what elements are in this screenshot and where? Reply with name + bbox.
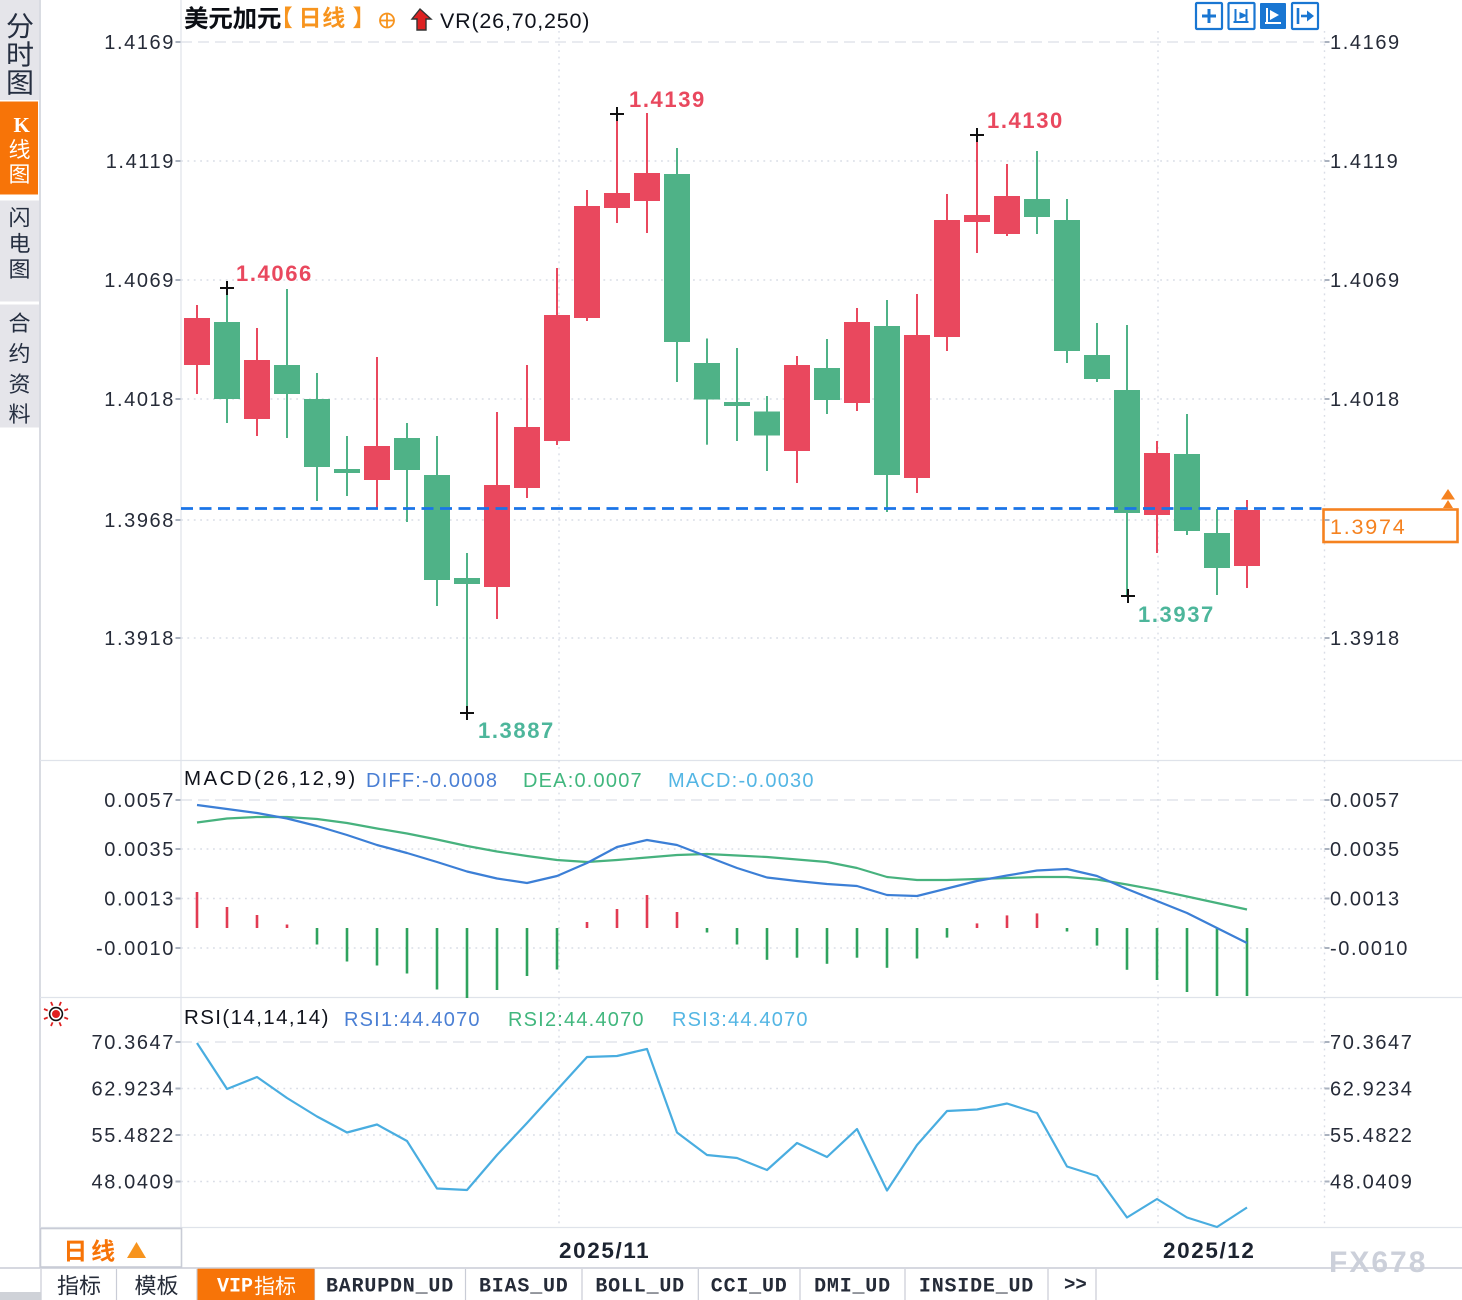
svg-text:MACD(26,12,9): MACD(26,12,9) <box>184 767 358 790</box>
svg-text:CCI_UD: CCI_UD <box>711 1276 788 1299</box>
svg-text:0.0035: 0.0035 <box>104 839 175 861</box>
svg-text:RSI(14,14,14): RSI(14,14,14) <box>184 1006 330 1029</box>
svg-text:RSI3:44.4070: RSI3:44.4070 <box>672 1009 809 1031</box>
svg-text:1.3937: 1.3937 <box>1138 602 1215 627</box>
svg-text:K: K <box>14 113 31 137</box>
svg-text:70.3647: 70.3647 <box>92 1032 176 1054</box>
svg-text:1.4018: 1.4018 <box>1330 389 1401 411</box>
svg-text:1.4139: 1.4139 <box>629 87 706 112</box>
svg-text:70.3647: 70.3647 <box>1330 1032 1414 1054</box>
svg-text:55.4822: 55.4822 <box>92 1125 176 1147</box>
svg-text:1.4119: 1.4119 <box>1330 151 1399 173</box>
svg-text:DEA:0.0007: DEA:0.0007 <box>523 770 643 792</box>
svg-text:BIAS_UD: BIAS_UD <box>479 1276 569 1299</box>
svg-text:1.3918: 1.3918 <box>104 628 175 650</box>
svg-text:0.0013: 0.0013 <box>1330 889 1401 911</box>
svg-text:1.4169: 1.4169 <box>104 32 175 54</box>
svg-text:VR(26,70,250): VR(26,70,250) <box>440 9 590 33</box>
svg-text:MACD:-0.0030: MACD:-0.0030 <box>668 770 815 792</box>
svg-text:VIP: VIP <box>217 1276 253 1299</box>
svg-text:0.0057: 0.0057 <box>1330 790 1401 812</box>
svg-text:1.4066: 1.4066 <box>236 261 313 286</box>
svg-text:1.4169: 1.4169 <box>1330 32 1401 54</box>
svg-text:48.0409: 48.0409 <box>1330 1172 1414 1194</box>
svg-text:1.3968: 1.3968 <box>104 510 175 532</box>
svg-text:62.9234: 62.9234 <box>1330 1079 1414 1101</box>
svg-text:BARUPDN_UD: BARUPDN_UD <box>326 1276 454 1299</box>
svg-text:FX678: FX678 <box>1329 1246 1427 1279</box>
svg-text:RSI1:44.4070: RSI1:44.4070 <box>344 1009 481 1031</box>
svg-text:1.3887: 1.3887 <box>478 718 555 743</box>
svg-text:55.4822: 55.4822 <box>1330 1125 1414 1147</box>
svg-text:1.3918: 1.3918 <box>1330 628 1401 650</box>
svg-text:0.0035: 0.0035 <box>1330 839 1401 861</box>
svg-text:2025/12: 2025/12 <box>1163 1238 1256 1263</box>
svg-text:RSI2:44.4070: RSI2:44.4070 <box>508 1009 645 1031</box>
svg-text:2025/11: 2025/11 <box>559 1238 650 1263</box>
svg-text:1.3974: 1.3974 <box>1330 515 1407 539</box>
svg-text:0.0013: 0.0013 <box>104 889 175 911</box>
svg-text:INSIDE_UD: INSIDE_UD <box>919 1276 1034 1299</box>
svg-text:DIFF:-0.0008: DIFF:-0.0008 <box>366 770 498 792</box>
svg-text:1.4069: 1.4069 <box>1330 270 1401 292</box>
svg-text:-0.0010: -0.0010 <box>1330 938 1409 960</box>
svg-text:BOLL_UD: BOLL_UD <box>595 1276 685 1299</box>
svg-text:1.4018: 1.4018 <box>104 389 175 411</box>
svg-text:48.0409: 48.0409 <box>92 1172 176 1194</box>
svg-text:DMI_UD: DMI_UD <box>814 1276 891 1299</box>
svg-text:0.0057: 0.0057 <box>104 790 175 812</box>
svg-text:1.4130: 1.4130 <box>987 108 1064 133</box>
svg-text:1.4069: 1.4069 <box>104 270 175 292</box>
svg-text:1.4119: 1.4119 <box>106 151 175 173</box>
svg-text:>>: >> <box>1064 1274 1087 1296</box>
svg-text:62.9234: 62.9234 <box>92 1079 176 1101</box>
svg-text:-0.0010: -0.0010 <box>96 938 175 960</box>
